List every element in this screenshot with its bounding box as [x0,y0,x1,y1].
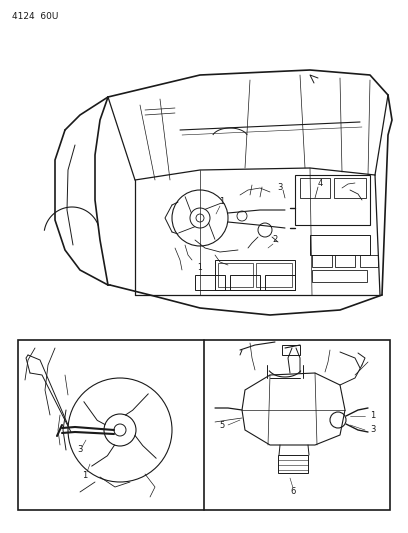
Text: 1: 1 [197,262,202,271]
Text: 2: 2 [273,236,277,245]
Bar [215,260,295,290]
Bar [310,235,370,255]
Text: 1: 1 [220,198,225,206]
Bar [256,263,292,287]
Text: 5: 5 [220,421,225,430]
Text: 1: 1 [82,471,88,480]
Text: 3: 3 [370,425,375,434]
Bar [360,255,378,267]
Bar [295,175,370,225]
Bar [335,255,355,267]
Bar [18,340,390,510]
Text: 4: 4 [317,179,323,188]
Bar [278,455,308,473]
Text: 1: 1 [370,410,375,419]
Text: 6: 6 [290,488,296,497]
Bar [265,275,295,290]
Bar [218,263,253,287]
Bar [312,255,332,267]
Text: 3: 3 [77,446,83,455]
Bar [282,345,300,355]
Bar [312,270,367,282]
Bar [230,275,260,290]
Bar [300,178,330,198]
Bar [195,275,225,290]
Text: 4124  60U: 4124 60U [12,12,58,21]
Text: 3: 3 [277,183,283,192]
Bar [334,178,366,198]
